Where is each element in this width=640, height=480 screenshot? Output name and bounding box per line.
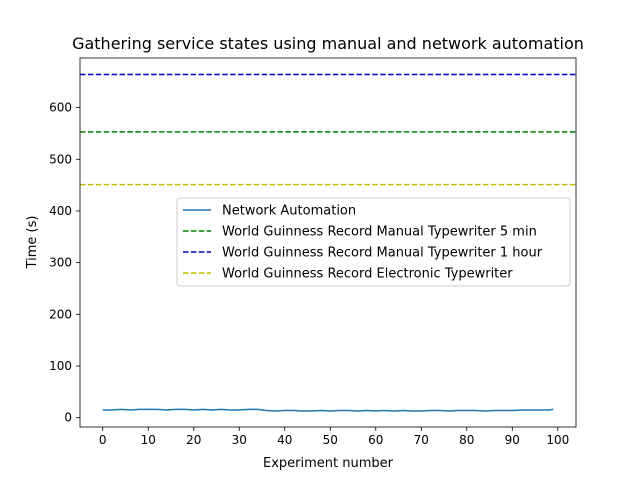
x-axis-label: Experiment number	[263, 456, 394, 471]
y-tick-label: 400	[49, 204, 72, 218]
series-line-network-automation	[102, 408, 554, 412]
y-tick-label: 0	[64, 411, 72, 425]
y-tick-label: 100	[49, 359, 72, 373]
legend-label: Network Automation	[222, 204, 356, 219]
legend-label: World Guinness Record Electronic Typewri…	[222, 267, 513, 282]
x-tick-label: 10	[141, 433, 156, 447]
legend: Network Automation World Guinness Record …	[176, 197, 571, 287]
series-group	[80, 73, 576, 412]
x-tick-label: 100	[546, 433, 569, 447]
chart-title: Gathering service states using manual an…	[72, 34, 584, 53]
x-tick-label: 50	[323, 433, 338, 447]
x-tick-label: 20	[186, 433, 201, 447]
x-tick-label: 40	[277, 433, 292, 447]
x-tick-label: 90	[505, 433, 520, 447]
y-tick-label: 500	[49, 152, 72, 166]
x-tick-label: 70	[414, 433, 429, 447]
plot-area: 0 10 20 30 40 50 60 70 80 90 100 0 100 200 300 400 500 60…	[49, 57, 577, 447]
x-tick-label: 60	[368, 433, 383, 447]
y-tick-label: 200	[49, 307, 72, 321]
y-tick-label: 300	[49, 256, 72, 270]
legend-box	[176, 197, 571, 287]
y-tick-label: 600	[49, 101, 72, 115]
legend-label: World Guinness Record Manual Typewriter …	[222, 246, 543, 261]
axes-frame	[79, 57, 577, 428]
y-axis-label: Time (s)	[25, 216, 40, 270]
x-tick-label: 0	[99, 433, 107, 447]
x-tick-label: 80	[459, 433, 474, 447]
legend-label: World Guinness Record Manual Typewriter …	[222, 225, 537, 240]
x-tick-label: 30	[232, 433, 247, 447]
